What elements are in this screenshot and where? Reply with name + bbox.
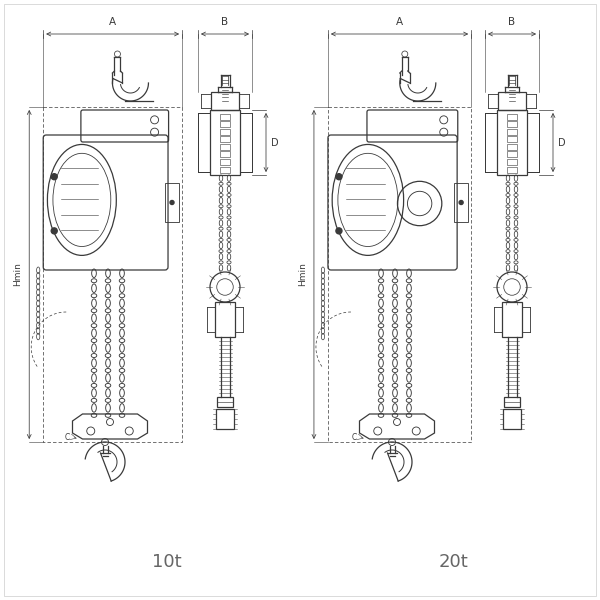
Bar	[216, 409, 234, 429]
Text: C: C	[352, 433, 357, 442]
Bar	[504, 397, 520, 407]
Bar	[220, 144, 230, 150]
Circle shape	[51, 228, 57, 234]
Bar	[165, 183, 179, 222]
Text: A: A	[109, 17, 116, 27]
Text: 10t: 10t	[152, 553, 181, 571]
Bar	[220, 166, 230, 173]
Bar	[503, 409, 521, 429]
Text: D: D	[558, 137, 566, 148]
Bar	[507, 136, 517, 142]
Bar	[507, 151, 517, 157]
Bar	[507, 128, 517, 134]
Bar	[220, 128, 230, 134]
Bar	[498, 92, 526, 110]
Text: B: B	[508, 17, 515, 27]
Bar	[507, 121, 517, 127]
Bar	[210, 110, 240, 175]
Bar	[220, 121, 230, 127]
Circle shape	[336, 174, 342, 180]
Bar	[215, 302, 235, 337]
Circle shape	[336, 228, 342, 234]
Circle shape	[51, 174, 57, 180]
Text: D: D	[271, 137, 278, 148]
Bar	[211, 92, 239, 110]
Bar	[454, 183, 468, 222]
Bar	[507, 166, 517, 173]
Bar	[507, 113, 517, 119]
Text: Hmin: Hmin	[298, 263, 307, 286]
Bar	[217, 397, 233, 407]
Text: B: B	[221, 17, 229, 27]
Text: C: C	[65, 433, 70, 442]
Text: Hmin: Hmin	[13, 263, 22, 286]
Text: A: A	[396, 17, 403, 27]
Bar	[220, 136, 230, 142]
Text: 20t: 20t	[439, 553, 469, 571]
Circle shape	[459, 200, 463, 205]
Bar	[497, 110, 527, 175]
Bar	[507, 144, 517, 150]
Circle shape	[170, 200, 174, 205]
Bar	[507, 159, 517, 165]
Bar	[220, 113, 230, 119]
Bar	[502, 302, 522, 337]
Bar	[220, 159, 230, 165]
Bar	[220, 151, 230, 157]
